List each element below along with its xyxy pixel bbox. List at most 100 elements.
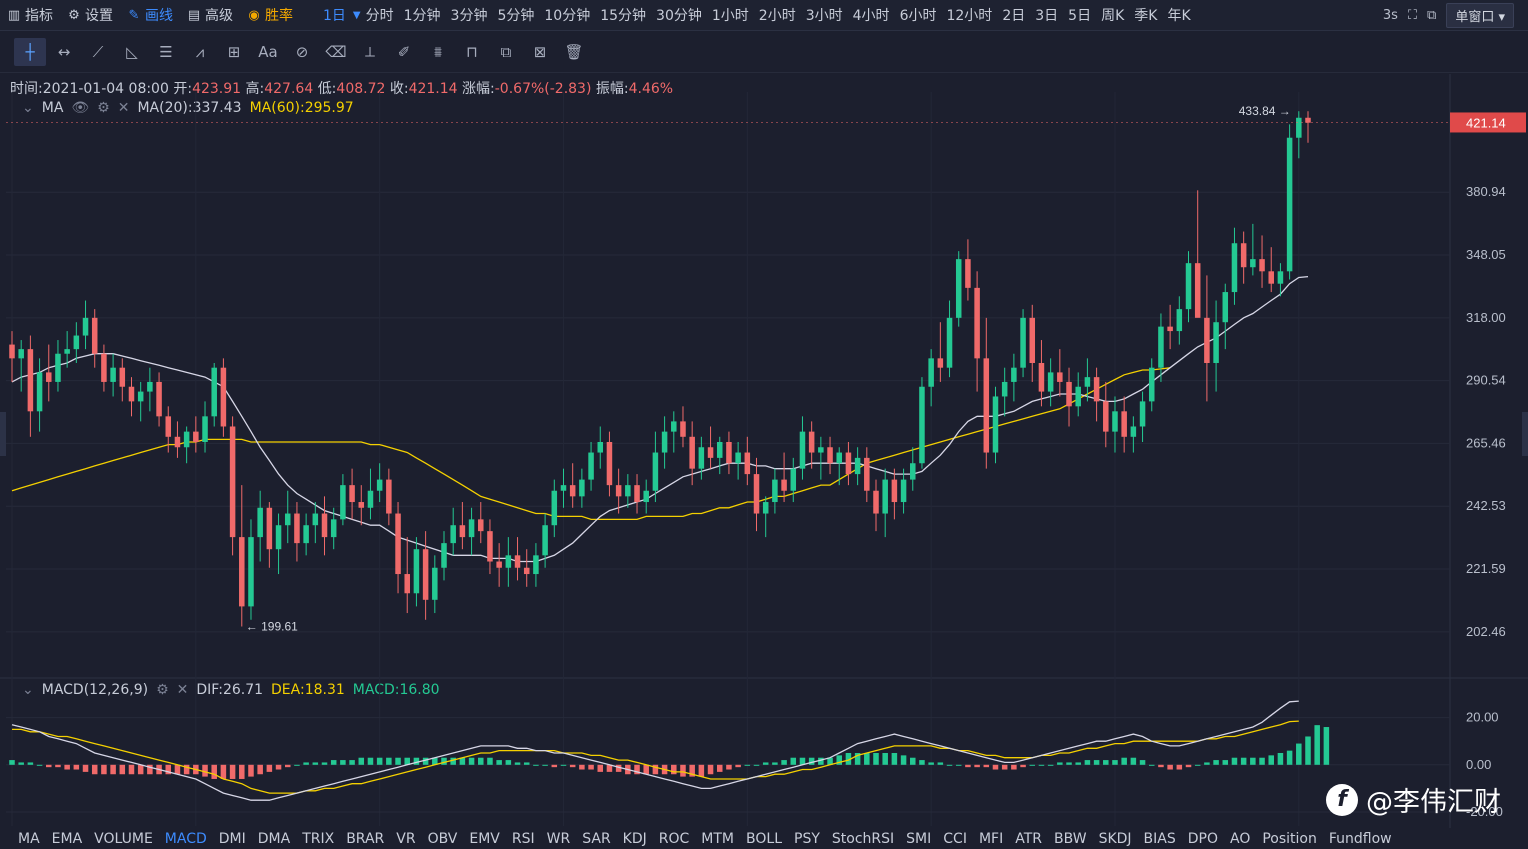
fib-tool-icon[interactable]: ☰ bbox=[159, 42, 173, 61]
indicator-tab[interactable]: StochRSI bbox=[831, 830, 895, 847]
timeframe-tab[interactable]: 12小时 bbox=[946, 8, 993, 24]
collapse-icon[interactable]: ⌄ bbox=[22, 100, 34, 116]
timeframe-tab[interactable]: 5日 bbox=[1068, 8, 1092, 24]
right-panel-handle[interactable] bbox=[1522, 412, 1528, 456]
timeframe-tab[interactable]: 2小时 bbox=[758, 8, 796, 24]
indicator-tab[interactable]: BBW bbox=[1054, 830, 1087, 847]
indicator-tab[interactable]: DPO bbox=[1187, 830, 1218, 847]
timeframe-tab[interactable]: 5分钟 bbox=[497, 8, 535, 24]
lock-tool-icon[interactable]: ⊓ bbox=[466, 42, 478, 61]
close-label: 收: bbox=[389, 81, 409, 97]
timeframe-tab[interactable]: 2日 bbox=[1002, 8, 1026, 24]
candle-down bbox=[726, 442, 732, 464]
draw-button[interactable]: ✎ 画线 bbox=[120, 0, 180, 30]
text-tool-icon[interactable]: Aa bbox=[258, 42, 278, 61]
timeframe-tab[interactable]: 3分钟 bbox=[450, 8, 488, 24]
angle-tool-icon[interactable]: ◺ bbox=[126, 42, 138, 61]
amp-label: 振幅: bbox=[595, 81, 629, 97]
indicator-tab[interactable]: BIAS bbox=[1143, 830, 1176, 847]
candle-up bbox=[597, 442, 604, 453]
candle-up bbox=[1222, 292, 1229, 323]
caret-down-icon[interactable]: ▼ bbox=[352, 9, 361, 21]
brush-tool-icon[interactable]: ✐ bbox=[397, 42, 411, 61]
trend-line-tool-icon[interactable]: ⟋ bbox=[92, 42, 104, 61]
indicator-button[interactable]: ▥ 指标 bbox=[0, 0, 60, 30]
advanced-button[interactable]: ▤ 高级 bbox=[180, 0, 240, 30]
eraser-tool-icon[interactable]: ⌫ bbox=[325, 42, 347, 61]
indicator-tab[interactable]: ROC bbox=[658, 830, 690, 847]
gear-icon[interactable]: ⚙ bbox=[156, 682, 169, 698]
indicator-tab[interactable]: VOLUME bbox=[94, 830, 153, 847]
timeframe-tab[interactable]: 分时 bbox=[365, 8, 394, 24]
close-icon[interactable]: ✕ bbox=[117, 100, 130, 116]
toolbar-right: 3s ⛶ ⧉ 单窗口 ▾ bbox=[1383, 0, 1528, 30]
indicator-tab[interactable]: Position bbox=[1262, 830, 1317, 847]
indicator-tab[interactable]: RSI bbox=[511, 830, 535, 847]
indicator-tab[interactable]: VR bbox=[396, 830, 416, 847]
settings-button[interactable]: ⚙ 设置 bbox=[60, 0, 120, 30]
indicator-tab[interactable]: MFI bbox=[978, 830, 1004, 847]
timeframe-tab[interactable]: 周K bbox=[1101, 8, 1125, 24]
candle-up bbox=[1213, 322, 1219, 364]
indicator-tab[interactable]: DMA bbox=[257, 830, 291, 847]
left-panel-handle[interactable] bbox=[0, 412, 6, 456]
indicator-tab[interactable]: Fundflow bbox=[1328, 830, 1392, 847]
timeframe-tab[interactable]: 1分钟 bbox=[403, 8, 441, 24]
window-mode-select[interactable]: 单窗口 ▾ bbox=[1446, 2, 1514, 28]
refresh-interval[interactable]: 3s bbox=[1382, 7, 1398, 23]
ruler-tool-icon[interactable]: ⟂ bbox=[364, 42, 375, 61]
timeframe-tab[interactable]: 10分钟 bbox=[544, 8, 591, 24]
indicator-tab[interactable]: OBV bbox=[427, 830, 458, 847]
indicator-tab[interactable]: MA bbox=[18, 830, 40, 847]
indicator-tab[interactable]: SAR bbox=[582, 830, 611, 847]
indicator-tab[interactable]: BRAR bbox=[346, 830, 385, 847]
timeframe-tab[interactable]: 3小时 bbox=[805, 8, 843, 24]
indicator-tab[interactable]: SMI bbox=[906, 830, 932, 847]
magnet-tool-icon[interactable]: ⊠ bbox=[533, 42, 547, 61]
macd-histogram-bar bbox=[211, 764, 217, 779]
collapse-icon[interactable]: ⌄ bbox=[22, 682, 34, 698]
close-icon[interactable]: ✕ bbox=[176, 682, 189, 698]
indicator-tab[interactable]: BOLL bbox=[746, 830, 782, 847]
pattern-tool-icon[interactable]: ⩩ bbox=[433, 42, 442, 61]
chart-canvas[interactable]: 380.94 348.05 318.00 290.54 265.46 242.53 221.… bbox=[0, 0, 1528, 828]
timeframe-tab[interactable]: 1小时 bbox=[711, 8, 749, 24]
indicator-tab[interactable]: ATR bbox=[1015, 830, 1042, 847]
indicator-tab[interactable]: MACD bbox=[164, 830, 207, 847]
measure-tool-icon[interactable]: ⊘ bbox=[295, 42, 309, 61]
timeframe-tab[interactable]: 3日 bbox=[1035, 8, 1059, 24]
crosshair-tool-icon[interactable]: ┼ bbox=[14, 37, 46, 66]
eye-icon[interactable]: 👁 bbox=[71, 100, 90, 116]
fullscreen-icon[interactable]: ⛶ bbox=[1407, 7, 1418, 23]
timeframe-tab[interactable]: 15分钟 bbox=[600, 8, 647, 24]
timeframe-tab[interactable]: 年K bbox=[1167, 8, 1191, 24]
indicator-tab[interactable]: PSY bbox=[794, 830, 820, 847]
timeframe-tab[interactable]: 30分钟 bbox=[656, 8, 702, 24]
timeframe-tab[interactable]: 6小时 bbox=[899, 8, 937, 24]
indicator-tab[interactable]: AO bbox=[1230, 830, 1251, 847]
macd-histogram-bar bbox=[9, 760, 15, 765]
timeframe-tab[interactable]: 季K bbox=[1134, 8, 1158, 24]
popout-icon[interactable]: ⧉ bbox=[1427, 7, 1437, 23]
ma-legend: ⌄ MA 👁 ⚙ ✕ MA(20):337.43 MA(60):295.97 bbox=[22, 100, 354, 116]
copy-tool-icon[interactable]: ⧉ bbox=[500, 42, 512, 61]
indicator-tab[interactable]: CCI bbox=[943, 830, 967, 847]
horizontal-ray-tool-icon[interactable]: ↔ bbox=[57, 42, 71, 61]
timeframe-tab[interactable]: 4小时 bbox=[852, 8, 890, 24]
timeframe-tab[interactable]: 1日 bbox=[323, 8, 346, 24]
indicator-tab[interactable]: EMV bbox=[469, 830, 500, 847]
macd-histogram-bar bbox=[487, 757, 493, 765]
grid-tool-icon[interactable]: ⊞ bbox=[227, 42, 241, 61]
indicator-tab[interactable]: EMA bbox=[51, 830, 83, 847]
gear-icon[interactable]: ⚙ bbox=[97, 100, 110, 116]
indicator-tab[interactable]: WR bbox=[546, 830, 571, 847]
indicator-tab[interactable]: MTM bbox=[701, 830, 735, 847]
trash-tool-icon[interactable]: 🗑 bbox=[564, 42, 584, 61]
candle-up bbox=[910, 463, 916, 480]
wave-tool-icon[interactable]: ⩘ bbox=[195, 42, 205, 61]
indicator-tab[interactable]: KDJ bbox=[622, 830, 647, 847]
indicator-tab[interactable]: SKDJ bbox=[1098, 830, 1132, 847]
indicator-tab[interactable]: DMI bbox=[218, 830, 246, 847]
winrate-button[interactable]: ◉ 胜率 bbox=[240, 0, 300, 30]
indicator-tab[interactable]: TRIX bbox=[302, 830, 335, 847]
